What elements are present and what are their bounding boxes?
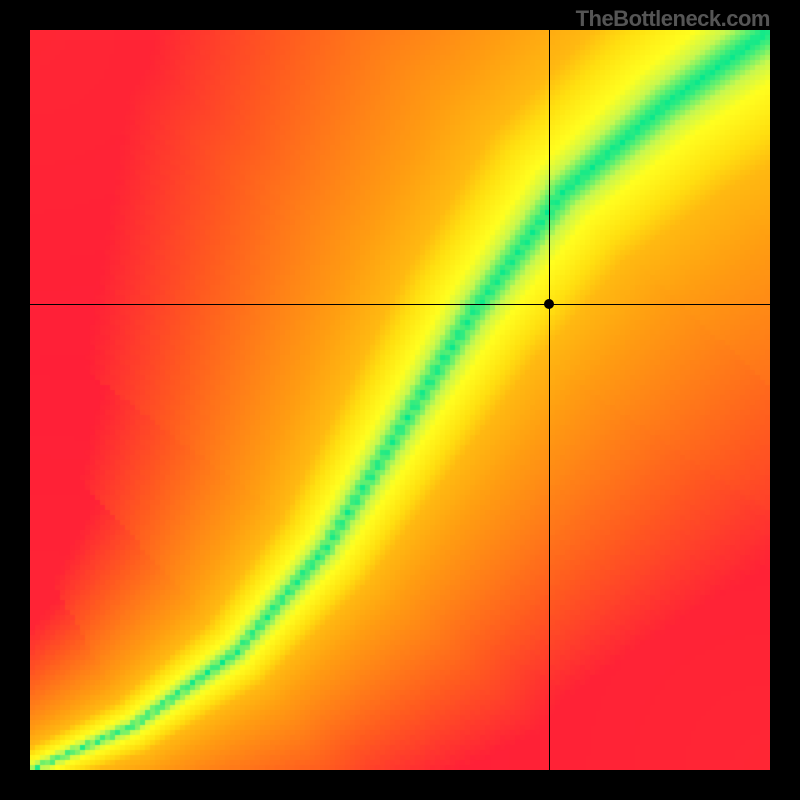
- watermark-text: TheBottleneck.com: [576, 6, 770, 32]
- heatmap-canvas: [30, 30, 770, 770]
- crosshair-horizontal: [30, 304, 770, 305]
- heatmap-plot: [30, 30, 770, 770]
- crosshair-marker: [544, 299, 554, 309]
- crosshair-vertical: [549, 30, 550, 770]
